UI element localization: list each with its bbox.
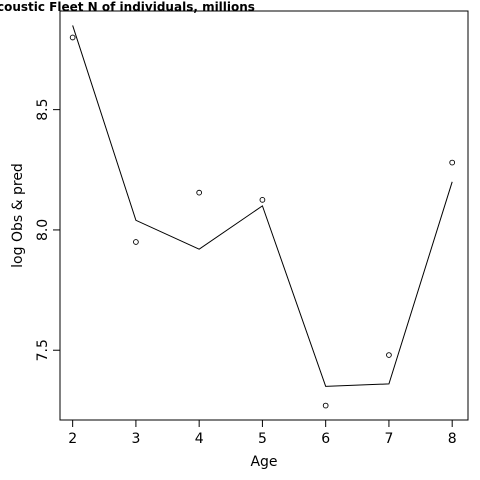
observed-series-points — [69, 34, 456, 409]
observed-point — [386, 352, 392, 358]
y-tick-label: 8.5 — [35, 99, 51, 121]
chart-title: coustic Fleet N of individuals, millions — [0, 0, 255, 14]
observed-point — [69, 34, 76, 41]
x-tick-label: 6 — [321, 431, 330, 447]
predicted-series-line — [72, 25, 453, 387]
x-tick-label: 2 — [68, 431, 77, 447]
x-axis: 2 3 4 5 6 7 8 — [68, 420, 457, 447]
x-tick-label: 4 — [195, 431, 204, 447]
y-axis: 7.5 8.0 8.5 — [35, 99, 60, 361]
observed-point — [196, 189, 203, 196]
y-axis-label: log Obs & pred — [10, 163, 26, 268]
x-tick-label: 8 — [448, 431, 457, 447]
plot-frame — [59, 10, 469, 421]
observed-point — [133, 239, 139, 245]
y-tick-label: 7.5 — [35, 339, 51, 361]
observed-point — [259, 197, 266, 203]
x-axis-label: Age — [250, 454, 277, 470]
observed-point — [322, 402, 329, 409]
x-tick-label: 5 — [258, 431, 267, 447]
y-tick-label: 8.0 — [35, 219, 51, 241]
x-tick-label: 7 — [384, 431, 393, 447]
x-tick-label: 3 — [131, 431, 140, 447]
observed-point — [449, 159, 456, 166]
